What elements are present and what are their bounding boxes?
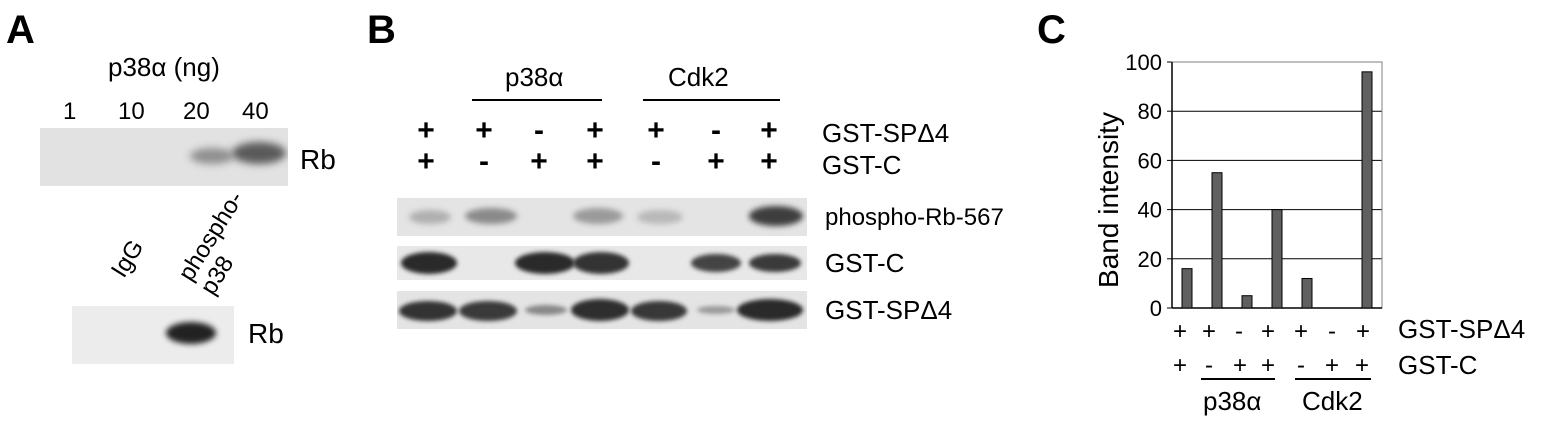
- chart-sign-gst-sp-3: -: [1235, 318, 1243, 345]
- blot-band: [399, 301, 457, 321]
- chart-sign-gst-sp-6: -: [1328, 318, 1336, 345]
- panel-b-blot-gst-sp: [397, 291, 807, 329]
- sign-gst-c-lane7: +: [760, 145, 778, 178]
- y-axis-label: Band intensity: [1093, 112, 1124, 288]
- panel-a-top-blot: [40, 128, 288, 186]
- chart-group-line-p38a: [1201, 378, 1275, 380]
- blot-band: [401, 252, 457, 274]
- amount-label-20: 20: [183, 98, 210, 125]
- y-tick-label: 40: [1138, 198, 1162, 223]
- chart-sign-gst-c-2: -: [1205, 352, 1213, 379]
- panel-a-top-blot-label: Rb: [300, 144, 336, 175]
- blot-band: [631, 301, 687, 321]
- y-tick-label: 60: [1138, 148, 1162, 173]
- chart-sign-gst-c-1: +: [1173, 352, 1188, 379]
- sign-gst-c-lane2: -: [479, 145, 489, 178]
- blot-band: [737, 299, 803, 321]
- blot-band: [409, 210, 451, 224]
- blot-band: [573, 208, 623, 224]
- bar: [1211, 172, 1223, 309]
- panel-a-letter: A: [6, 8, 35, 52]
- blot-band: [465, 208, 517, 224]
- group-label-p38a: p38α: [505, 62, 564, 92]
- group-line-cdk2: [643, 99, 780, 101]
- panel-a-lower-blot: [72, 306, 234, 364]
- bar: [1241, 295, 1253, 309]
- row-label-gst-c: GST-C: [822, 150, 902, 180]
- y-tick-label: 20: [1138, 247, 1162, 272]
- y-tick-label: 80: [1138, 99, 1162, 124]
- chart-sign-gst-sp-1: +: [1173, 318, 1188, 345]
- blot-band: [697, 306, 735, 314]
- chart-row-label-gst-sp: GST-SPΔ4: [1398, 314, 1526, 344]
- blot-band: [749, 206, 803, 226]
- bar: [1361, 71, 1373, 309]
- sign-gst-c-lane4: +: [586, 145, 604, 178]
- blot-label-gst-c: GST-C: [825, 248, 905, 278]
- group-label-cdk2: Cdk2: [668, 62, 729, 92]
- panel-c-letter: C: [1037, 8, 1066, 52]
- blot-band: [573, 252, 629, 274]
- blot-band: [637, 210, 683, 224]
- chart-sign-gst-c-7: +: [1355, 352, 1370, 379]
- sign-gst-sp-lane4: +: [586, 114, 604, 147]
- chart-group-label-p38a: p38α: [1203, 386, 1262, 416]
- y-tick-label: 0: [1150, 296, 1162, 320]
- chart-row-label-gst-c: GST-C: [1398, 350, 1478, 380]
- sign-gst-sp-lane2: +: [475, 114, 493, 147]
- blot-label-phospho-rb: phospho-Rb-567: [825, 204, 1004, 231]
- chart-group-label-cdk2: Cdk2: [1302, 386, 1363, 416]
- blot-band: [691, 254, 741, 272]
- sign-gst-sp-lane7: +: [760, 114, 778, 147]
- chart-sign-gst-c-6: +: [1325, 352, 1340, 379]
- sign-gst-c-lane1: +: [417, 145, 435, 178]
- row-label-gst-sp: GST-SPΔ4: [822, 118, 950, 148]
- amount-label-40: 40: [242, 98, 269, 125]
- amount-label-10: 10: [118, 98, 145, 125]
- bar: [1181, 268, 1193, 309]
- blot-band: [232, 142, 286, 164]
- chart-sign-gst-c-3: +: [1233, 352, 1248, 379]
- chart-sign-gst-sp-7: +: [1356, 318, 1371, 345]
- lane-label-igg: IgG: [106, 235, 150, 283]
- blot-band: [571, 299, 629, 321]
- blot-band: [190, 148, 234, 164]
- y-tick-label: 100: [1125, 50, 1162, 75]
- chart-sign-gst-sp-2: +: [1202, 318, 1217, 345]
- chart-sign-gst-sp-4: +: [1261, 318, 1276, 345]
- blot-band: [525, 305, 567, 315]
- sign-gst-sp-lane6: -: [711, 114, 721, 147]
- bar: [1301, 277, 1313, 309]
- blot-band: [749, 254, 801, 272]
- bar: [1271, 209, 1283, 309]
- chart-sign-gst-sp-5: +: [1294, 318, 1309, 345]
- band-intensity-chart: 0 20 40 60 80 100 Band intensity: [1093, 50, 1383, 320]
- lane-label-phospho-p38: phospho- p38: [173, 186, 250, 300]
- sign-gst-sp-lane3: -: [534, 114, 544, 147]
- chart-sign-gst-c-5: -: [1297, 352, 1305, 379]
- panel-b-letter: B: [367, 8, 396, 52]
- blot-band: [515, 252, 575, 274]
- sign-gst-c-lane6: +: [707, 145, 725, 178]
- blot-band: [166, 322, 216, 344]
- panel-b-blot-phospho-rb: [397, 198, 807, 236]
- panel-b-blot-gst-c: [397, 246, 807, 280]
- panel-a-title: p38α (ng): [108, 52, 220, 82]
- chart-group-line-cdk2: [1295, 378, 1371, 380]
- blot-label-gst-sp: GST-SPΔ4: [825, 295, 953, 325]
- sign-gst-c-lane3: +: [530, 145, 548, 178]
- sign-gst-sp-lane1: +: [417, 114, 435, 147]
- amount-label-1: 1: [63, 98, 77, 125]
- chart-sign-gst-c-4: +: [1261, 352, 1276, 379]
- group-line-p38a: [472, 99, 602, 101]
- sign-gst-c-lane5: -: [651, 145, 661, 178]
- sign-gst-sp-lane5: +: [647, 114, 665, 147]
- blot-band: [459, 301, 517, 321]
- panel-a-lower-blot-label: Rb: [248, 318, 284, 349]
